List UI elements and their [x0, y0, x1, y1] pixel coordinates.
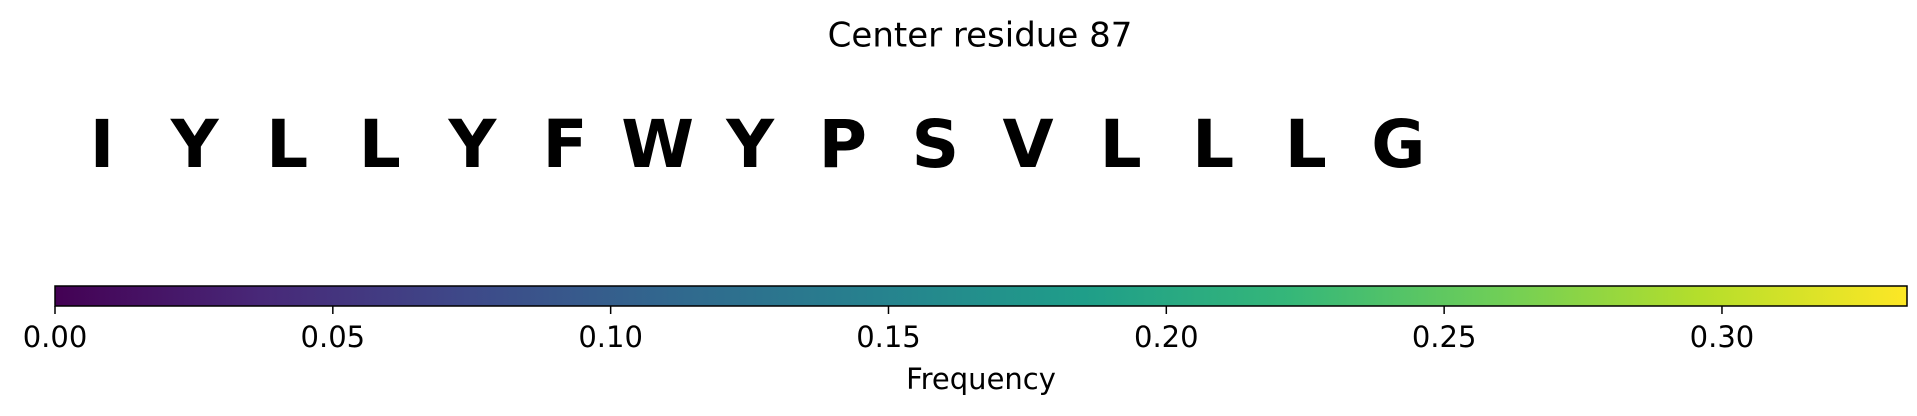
residue-letter: V	[1002, 106, 1053, 183]
chart-title: Center residue 87	[828, 16, 1133, 56]
x-tick-label: 0.05	[301, 320, 366, 354]
x-axis-label: Frequency	[906, 362, 1056, 396]
residue-letter: Y	[448, 106, 498, 183]
residue-letter: L	[266, 106, 308, 183]
residue-letter: L	[1100, 106, 1142, 183]
x-tick-label: 0.00	[23, 320, 88, 354]
residue-letter: I	[90, 106, 115, 183]
residue-letter: L	[1285, 106, 1327, 183]
x-tick-label: 0.15	[856, 320, 921, 354]
residue-letter: Y	[170, 106, 220, 183]
residue-letter: P	[819, 106, 867, 183]
x-tick-label: 0.10	[578, 320, 643, 354]
residue-letter: L	[1192, 106, 1234, 183]
residue-letter: W	[621, 106, 694, 183]
x-tick-label: 0.30	[1690, 320, 1755, 354]
x-tick-label: 0.20	[1134, 320, 1199, 354]
residue-letter: Y	[725, 106, 775, 183]
residue-letter: L	[359, 106, 401, 183]
residue-letter: G	[1371, 106, 1425, 183]
residue-letter: S	[912, 106, 960, 183]
x-tick-label: 0.25	[1412, 320, 1477, 354]
residue-letter: F	[542, 106, 587, 183]
colorbar	[54, 285, 1908, 307]
